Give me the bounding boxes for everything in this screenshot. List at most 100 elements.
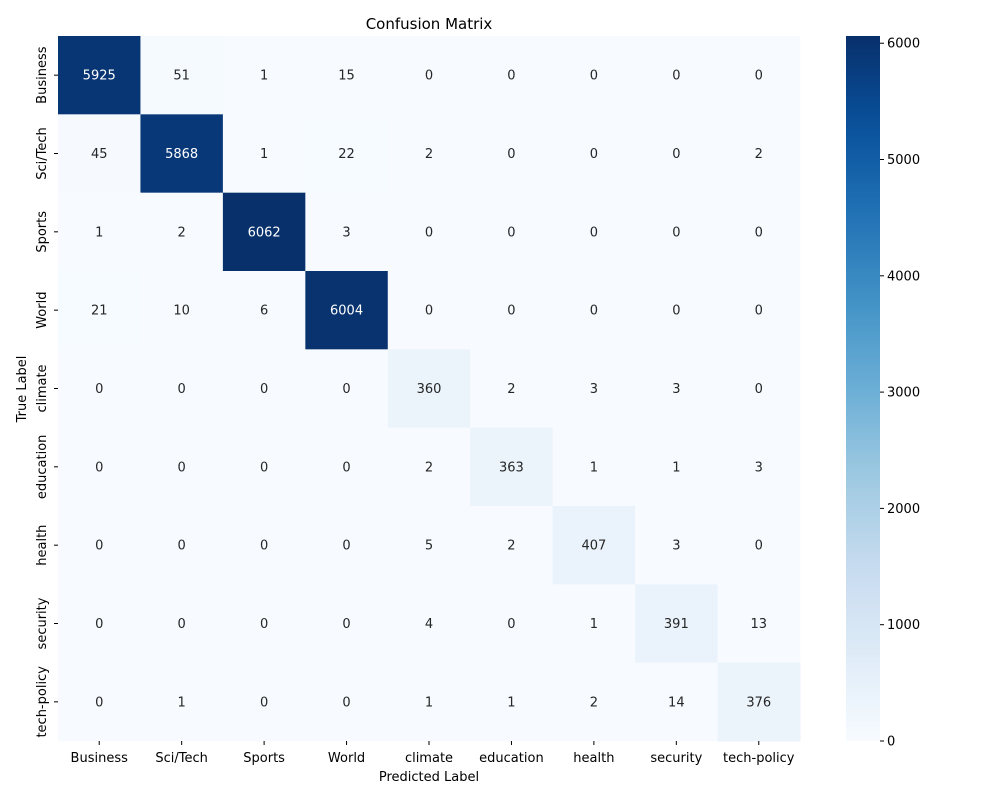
cell-1-2	[222, 114, 306, 194]
cell-5-8	[717, 427, 801, 507]
colorbar-ticks: 0 1000 2000 3000 4000 5000 6000	[880, 37, 920, 750]
cell-label-8-6: 2	[590, 695, 598, 710]
cell-1-3	[305, 114, 389, 194]
cell-label-8-7: 14	[668, 695, 685, 710]
cell-label-8-3: 0	[342, 695, 350, 710]
cell-label-1-8: 2	[755, 147, 763, 162]
cell-4-2	[222, 349, 306, 429]
cell-2-2	[222, 192, 306, 272]
cell-5-5	[470, 427, 554, 507]
cell-label-2-8: 0	[755, 225, 763, 240]
cell-label-3-5: 0	[507, 304, 515, 319]
cell-3-6	[552, 271, 636, 350]
chart-title: Confusion Matrix	[366, 15, 493, 33]
colorbar-tick-label: 5000	[887, 153, 920, 168]
cell-0-4	[387, 36, 471, 115]
cell-8-4	[387, 662, 471, 742]
cell-0-2	[222, 36, 306, 115]
cell-label-8-5: 1	[507, 695, 515, 710]
cell-2-4	[387, 192, 471, 272]
y-tick-label: Sports	[35, 211, 50, 253]
cell-3-8	[717, 271, 801, 350]
cell-7-6	[552, 584, 636, 664]
y-tick-label: World	[35, 292, 50, 329]
colorbar	[846, 36, 880, 741]
cell-label-7-4: 4	[425, 617, 433, 632]
cell-3-1	[140, 271, 224, 350]
cell-label-3-2: 6	[260, 304, 268, 319]
cell-label-7-8: 13	[751, 617, 768, 632]
cell-2-1	[140, 192, 224, 272]
cell-label-1-7: 0	[672, 147, 680, 162]
cell-label-1-4: 2	[425, 147, 433, 162]
x-tick-label: Sports	[243, 751, 285, 766]
cell-6-2	[222, 506, 306, 585]
cell-6-7	[635, 506, 719, 585]
cell-label-4-1: 0	[178, 382, 186, 397]
cell-2-0	[58, 192, 141, 272]
cell-5-6	[552, 427, 636, 507]
cell-label-3-7: 0	[672, 304, 680, 319]
cell-4-1	[140, 349, 224, 429]
heatmap-cell-labels: 5925 51 1 15 0 0 0 0 045 5868 1 22 2 0 0 0 21 2 6062 3 0 0 0 0 0…	[83, 69, 772, 711]
x-tick-label: security	[650, 751, 702, 766]
cell-8-2	[222, 662, 306, 742]
cell-7-1	[140, 584, 224, 664]
cell-8-8	[717, 662, 801, 742]
cell-0-0	[58, 36, 141, 115]
cell-1-1	[140, 114, 224, 194]
x-tick-label: tech-policy	[723, 751, 795, 766]
cell-label-5-4: 2	[425, 460, 433, 475]
cell-label-3-1: 10	[173, 304, 190, 319]
colorbar-tick-label: 4000	[887, 269, 920, 284]
cell-label-5-5: 363	[499, 460, 524, 475]
cell-label-7-2: 0	[260, 617, 268, 632]
cell-4-7	[635, 349, 719, 429]
cell-7-3	[305, 584, 389, 664]
cell-label-6-7: 3	[672, 539, 680, 554]
cell-label-6-0: 0	[95, 539, 103, 554]
cell-3-5	[470, 271, 554, 350]
cell-label-4-6: 3	[590, 382, 598, 397]
cell-label-2-4: 0	[425, 225, 433, 240]
cell-5-2	[222, 427, 306, 507]
cell-label-2-1: 2	[178, 225, 186, 240]
cell-label-1-5: 0	[507, 147, 515, 162]
cell-label-5-0: 0	[95, 460, 103, 475]
cell-label-5-2: 0	[260, 460, 268, 475]
cell-4-5	[470, 349, 554, 429]
y-tick-label: security	[35, 597, 50, 649]
x-tick-label: health	[573, 751, 614, 766]
x-axis-ticks: Business Sci/Tech Sports World climate educat…	[71, 741, 795, 766]
cell-0-7	[635, 36, 719, 115]
cell-1-8	[717, 114, 801, 194]
colorbar-tick-label: 2000	[887, 502, 920, 517]
cell-0-5	[470, 36, 554, 115]
cell-label-5-3: 0	[342, 460, 350, 475]
cell-label-0-5: 0	[507, 69, 515, 84]
cell-label-0-8: 0	[755, 69, 763, 84]
y-axis-label: True Label	[15, 356, 30, 424]
cell-4-8	[717, 349, 801, 429]
x-tick-label: Sci/Tech	[155, 751, 208, 766]
cell-0-3	[305, 36, 389, 115]
cell-8-7	[635, 662, 719, 742]
colorbar-tick-label: 0	[887, 735, 895, 750]
cell-label-2-5: 0	[507, 225, 515, 240]
cell-5-3	[305, 427, 389, 507]
cell-6-4	[387, 506, 471, 585]
cell-label-5-6: 1	[590, 460, 598, 475]
x-tick-label: climate	[405, 751, 453, 766]
cell-label-6-1: 0	[178, 539, 186, 554]
cell-2-3	[305, 192, 389, 272]
cell-label-8-8: 376	[746, 695, 771, 710]
cell-label-6-8: 0	[755, 539, 763, 554]
cell-3-3	[305, 271, 389, 350]
x-tick-label: World	[328, 751, 365, 766]
cell-label-1-6: 0	[590, 147, 598, 162]
cell-6-8	[717, 506, 801, 585]
heatmap-cells	[58, 36, 801, 742]
cell-label-8-4: 1	[425, 695, 433, 710]
cell-6-3	[305, 506, 389, 585]
